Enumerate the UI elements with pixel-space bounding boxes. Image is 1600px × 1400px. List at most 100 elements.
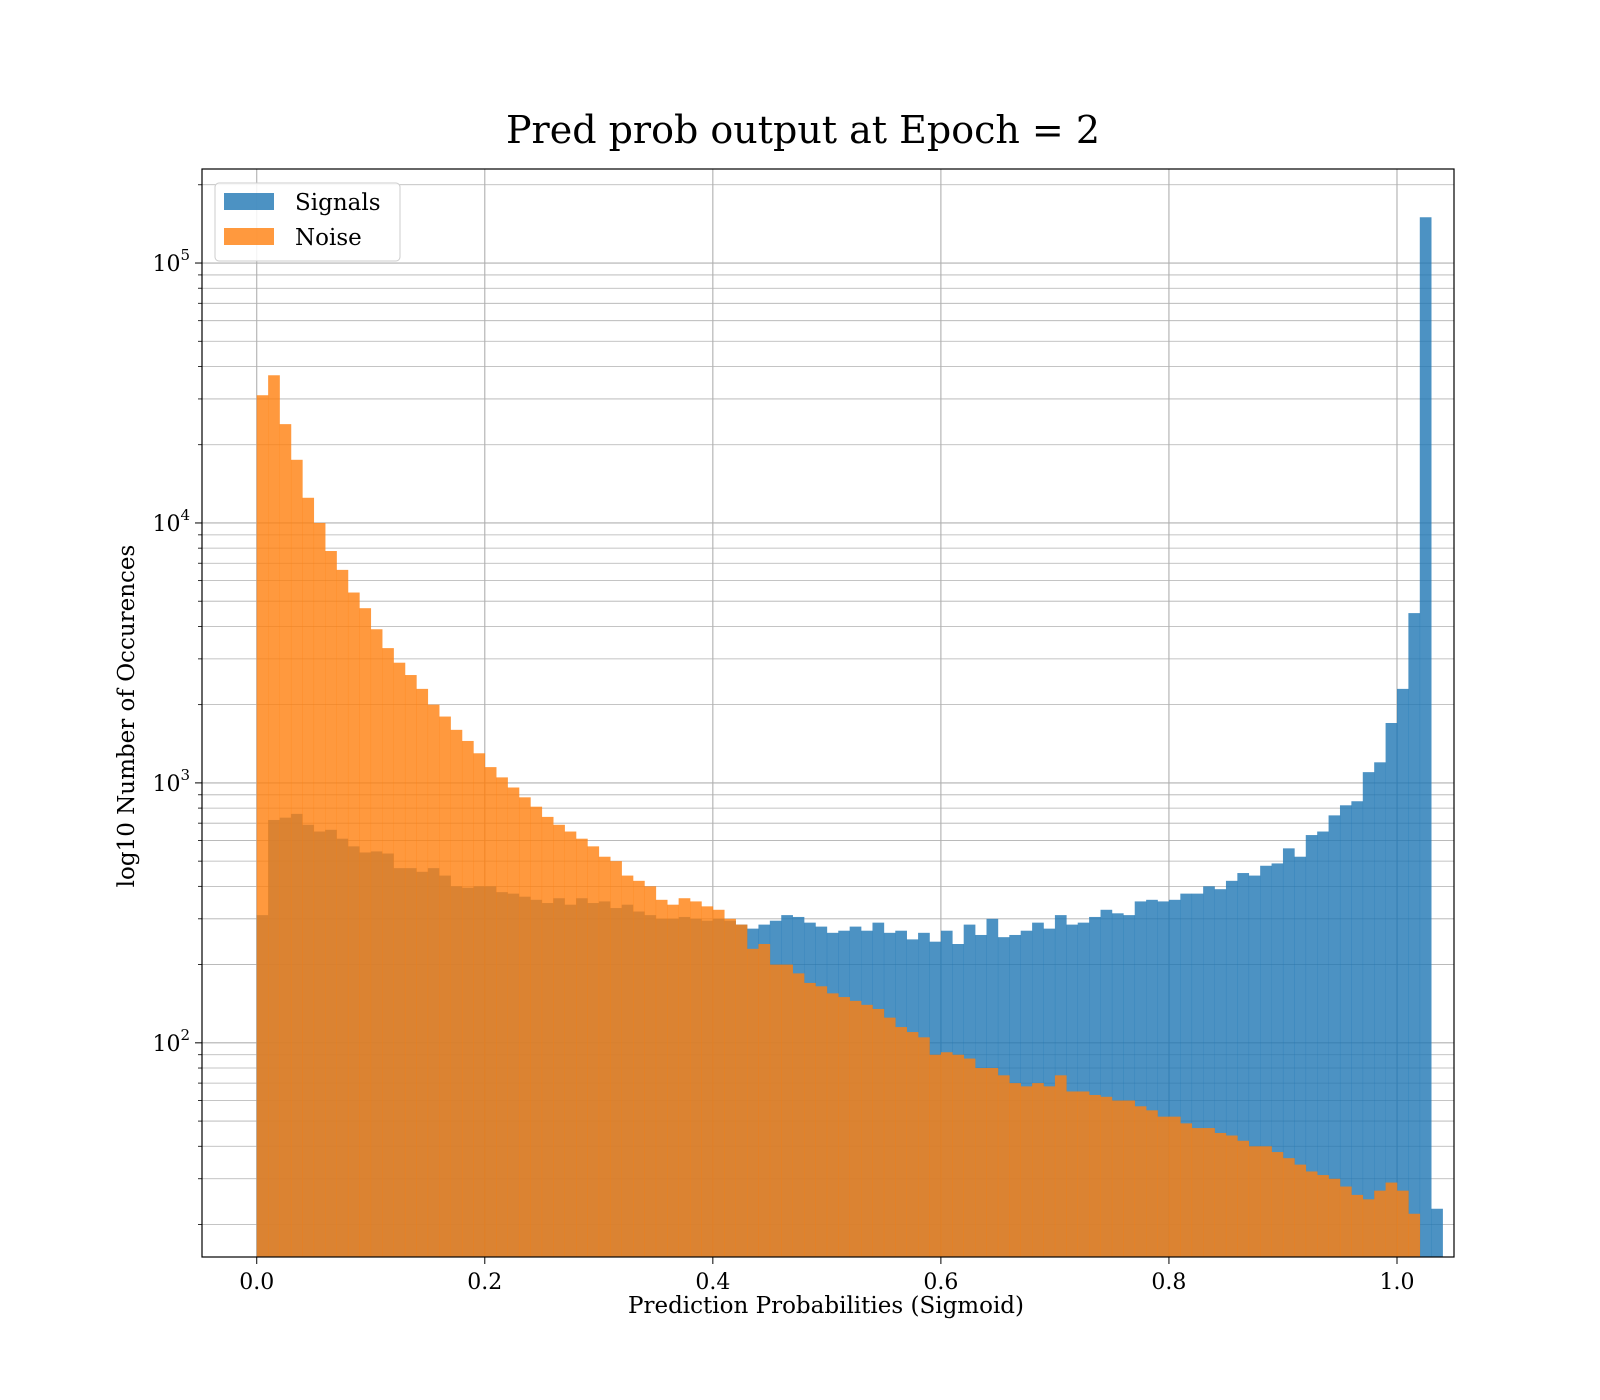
bar-noise: [1385, 1182, 1398, 1257]
axis-ticks: 0.0 0.2 0.4 0.6 0.8 1.0 102 103 104 105: [152, 184, 1414, 1295]
bar-noise: [484, 767, 497, 1257]
bar-signals: [1282, 848, 1295, 1257]
bar-signals: [1317, 831, 1329, 1257]
bar-signals: [1294, 856, 1307, 1257]
bar-noise: [290, 459, 303, 1257]
bar-noise: [906, 1032, 919, 1257]
bar-noise: [370, 629, 383, 1257]
bar-noise: [838, 997, 850, 1257]
bar-noise: [747, 948, 759, 1257]
bar-signals: [1089, 916, 1101, 1257]
bar-noise: [496, 777, 508, 1257]
bar-noise: [1077, 1091, 1090, 1257]
bar-noise: [1408, 1213, 1421, 1257]
bar-noise: [1305, 1171, 1318, 1257]
bar-noise: [1282, 1158, 1295, 1257]
bar-noise: [655, 899, 668, 1257]
bar-signals: [1168, 899, 1181, 1257]
x-tick-label: 1.0: [1379, 1270, 1414, 1295]
bar-signals: [1305, 835, 1318, 1257]
bar-noise: [404, 675, 417, 1257]
histogram-bars: [256, 217, 1443, 1257]
y-tick-label: 105: [152, 246, 190, 277]
bar-signals: [1123, 915, 1136, 1257]
bar-noise: [439, 716, 451, 1257]
bar-noise: [712, 909, 725, 1257]
bar-noise: [382, 648, 394, 1257]
bar-signals: [1431, 1208, 1443, 1257]
bar-noise: [792, 973, 805, 1257]
bar-noise: [461, 740, 474, 1257]
bar-noise: [325, 551, 337, 1257]
bar-noise: [347, 592, 360, 1257]
bar-noise: [256, 395, 269, 1257]
bar-noise: [1066, 1091, 1079, 1257]
bar-noise: [553, 824, 565, 1257]
series-noise: [256, 375, 1421, 1257]
bar-noise: [302, 497, 315, 1257]
bar-noise: [1009, 1083, 1022, 1257]
bar-noise: [1294, 1164, 1307, 1257]
bar-noise: [587, 846, 600, 1257]
bar-noise: [621, 875, 634, 1257]
bar-signals: [1180, 893, 1193, 1257]
bar-signals: [1351, 801, 1364, 1257]
bar-noise: [507, 787, 520, 1257]
bar-noise: [1100, 1096, 1113, 1257]
bar-noise: [826, 993, 839, 1257]
bar-noise: [883, 1017, 896, 1257]
bar-noise: [1396, 1190, 1409, 1257]
plot-frame: [201, 168, 1455, 1258]
bar-signals: [1111, 913, 1124, 1257]
bar-noise: [1191, 1128, 1204, 1257]
legend: Signals Noise: [214, 182, 401, 262]
bar-noise: [1225, 1135, 1238, 1257]
bar-noise: [336, 569, 349, 1257]
bar-noise: [1203, 1128, 1215, 1257]
bar-noise: [576, 838, 588, 1257]
bar-noise: [1328, 1178, 1341, 1257]
bar-noise: [1362, 1199, 1375, 1257]
bar-noise: [929, 1054, 942, 1257]
bar-noise: [872, 1008, 885, 1257]
bar-noise: [1237, 1140, 1250, 1257]
bar-signals: [1385, 722, 1398, 1257]
bar-signals: [1134, 901, 1147, 1257]
bar-noise: [1180, 1123, 1193, 1257]
bar-noise: [1168, 1116, 1181, 1257]
bar-signals: [1362, 772, 1375, 1257]
bar-noise: [1134, 1106, 1147, 1257]
bar-noise: [667, 904, 679, 1257]
bar-noise: [1260, 1146, 1272, 1257]
bar-signals: [1339, 805, 1352, 1257]
bar-noise: [1020, 1086, 1033, 1257]
bar-noise: [701, 906, 714, 1257]
y-tick-label: 103: [152, 766, 190, 797]
bar-noise: [541, 816, 554, 1257]
bar-noise: [1271, 1152, 1284, 1257]
legend-swatch-signals: [224, 193, 274, 210]
bar-signals: [1225, 880, 1238, 1257]
bar-noise: [735, 924, 748, 1257]
y-tick-label: 104: [152, 506, 190, 537]
bar-noise: [1157, 1116, 1170, 1257]
bar-noise: [724, 918, 736, 1257]
bar-noise: [598, 856, 611, 1257]
bar-noise: [1248, 1146, 1261, 1257]
bar-noise: [918, 1037, 930, 1257]
bar-signals: [1271, 863, 1284, 1257]
bar-signals: [1100, 909, 1113, 1257]
bar-signals: [1396, 688, 1409, 1257]
y-axis-label: log10 Number of Occurences: [114, 545, 140, 888]
x-tick-label: 0.6: [923, 1270, 958, 1295]
bar-noise: [1111, 1100, 1124, 1257]
bar-signals: [1146, 899, 1158, 1257]
bar-noise: [1339, 1186, 1352, 1257]
bar-noise: [849, 1000, 862, 1257]
bar-noise: [781, 964, 793, 1257]
bar-noise: [518, 797, 531, 1257]
bar-noise: [530, 806, 543, 1257]
bar-signals: [1214, 889, 1227, 1257]
bar-noise: [268, 375, 280, 1257]
